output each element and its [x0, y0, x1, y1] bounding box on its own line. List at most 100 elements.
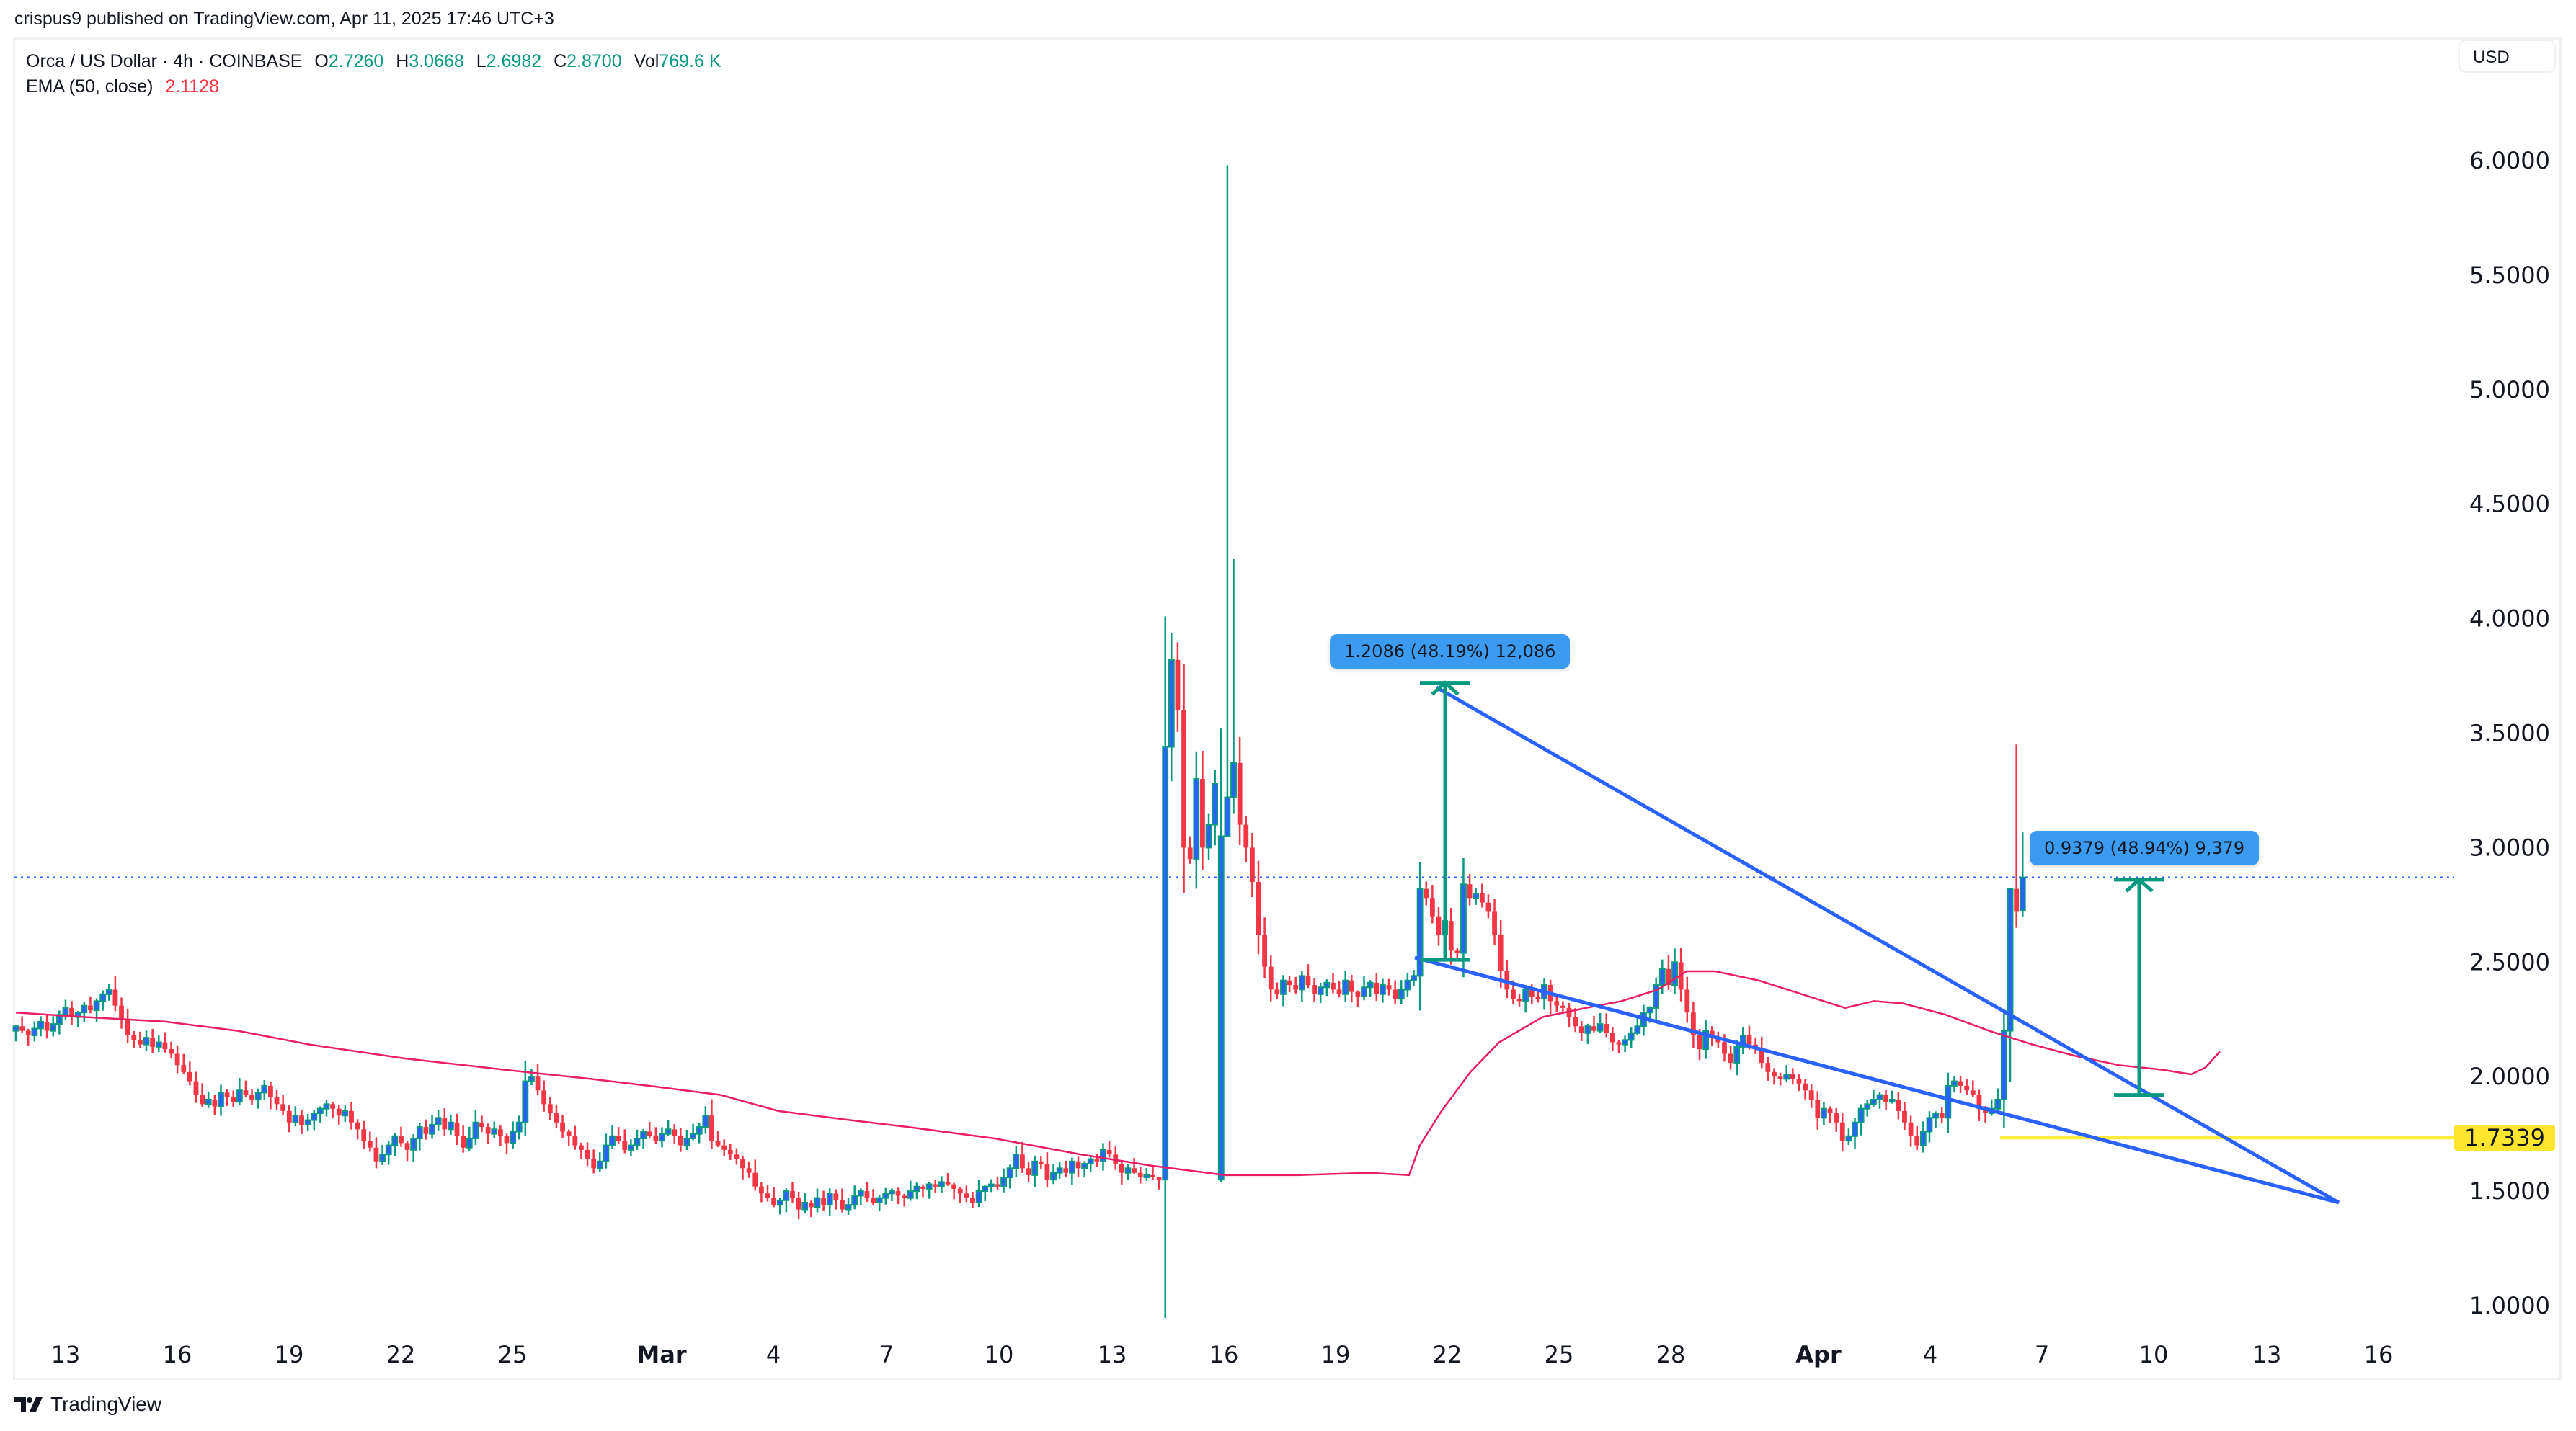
candle-body: [1268, 966, 1274, 990]
candle-body: [1870, 1098, 1877, 1105]
ema-label[interactable]: EMA (50, close): [26, 76, 154, 97]
candle-body: [995, 1184, 1000, 1187]
candle-body: [138, 1040, 143, 1045]
candle-body: [1243, 824, 1249, 848]
candle-body: [627, 1144, 634, 1151]
candle-body: [81, 1004, 88, 1014]
candle-body: [292, 1115, 299, 1123]
candle-body: [1156, 1177, 1162, 1180]
candle-body: [522, 1080, 529, 1123]
candle-body: [1187, 847, 1193, 860]
candle-body: [734, 1154, 740, 1159]
candle-body: [416, 1126, 423, 1140]
candle-body: [1566, 1007, 1572, 1017]
time-axis-label: 19: [275, 1341, 304, 1368]
candle-body: [323, 1103, 330, 1110]
candle-body: [249, 1095, 254, 1100]
candle-body: [1790, 1074, 1795, 1079]
candle-body: [1932, 1113, 1939, 1119]
candle-body: [1983, 1108, 1988, 1114]
price-range-measure[interactable]: [1420, 680, 1470, 962]
candle-body: [1205, 824, 1212, 849]
candle-body: [790, 1191, 795, 1198]
price-axis-label: 4.5000: [2469, 491, 2550, 518]
candle-body: [510, 1131, 517, 1144]
candle-body: [808, 1202, 814, 1208]
candle-body: [889, 1190, 895, 1195]
candle-body: [1951, 1080, 1958, 1087]
candle-body: [2014, 888, 2020, 912]
candle-body: [796, 1198, 801, 1210]
candle-body: [1522, 989, 1529, 1002]
candle-body: [1728, 1053, 1733, 1064]
candle-body: [1249, 847, 1255, 883]
time-axis-label: 22: [1433, 1341, 1462, 1368]
candle-body: [1448, 921, 1454, 951]
candle-body: [442, 1118, 448, 1130]
candle-body: [709, 1115, 714, 1141]
candle-body: [93, 1000, 100, 1012]
measure-label-1[interactable]: 1.2086 (48.19%) 12,086: [1330, 634, 1571, 669]
candle-body: [528, 1076, 535, 1082]
published-info: crispus9 published on TradingView.com, A…: [14, 9, 554, 29]
candle-body: [845, 1204, 852, 1211]
candle-body: [957, 1188, 963, 1194]
candle-body: [1429, 898, 1435, 917]
time-axis-label: 16: [163, 1341, 192, 1368]
candle-body: [404, 1143, 410, 1150]
candle-body: [1653, 984, 1660, 1009]
candle-body: [1777, 1076, 1783, 1079]
candle-body: [1958, 1081, 1963, 1086]
candle-body: [1658, 968, 1666, 986]
candle-body: [1591, 1026, 1596, 1031]
candle-body: [485, 1127, 491, 1134]
tradingview-brand[interactable]: TradingView: [14, 1393, 161, 1416]
candle-body: [1143, 1174, 1150, 1179]
candle-body: [373, 1147, 379, 1162]
candle-body: [69, 1007, 74, 1017]
trendline-lower[interactable]: [1414, 955, 2340, 1205]
candle-body: [410, 1138, 417, 1151]
candle-body: [622, 1141, 628, 1150]
candle-body: [1436, 916, 1442, 935]
candle-body: [1404, 979, 1411, 991]
candle-body: [1839, 1122, 1845, 1141]
measure-label-2[interactable]: 0.9379 (48.94%) 9,379: [2030, 831, 2260, 865]
time-axis-label: 10: [985, 1341, 1014, 1368]
trendline-upper[interactable]: [1435, 685, 2340, 1205]
candle-body: [1230, 762, 1237, 798]
candle-body: [1609, 1033, 1615, 1043]
candle-body: [1821, 1107, 1827, 1119]
candle-body: [1298, 975, 1305, 991]
time-axis-label: 28: [1656, 1341, 1686, 1368]
symbol-title[interactable]: Orca / US Dollar · 4h · COINBASE: [26, 51, 303, 71]
candle-body: [759, 1186, 764, 1194]
candle-body: [1964, 1085, 1970, 1091]
time-axis[interactable]: 13 16 19 22 25 Mar 4 7 10 13 16 19 22 25 28 Apr 4 7 10 13 16: [51, 1341, 2394, 1368]
price-axis-label: 3.5000: [2469, 720, 2550, 747]
candle-body: [882, 1192, 889, 1199]
candle-body: [765, 1193, 770, 1198]
candle-body: [62, 1007, 69, 1016]
candle-body: [1224, 796, 1231, 837]
price-range-measure[interactable]: [2114, 877, 2164, 1097]
currency-button[interactable]: USD: [2459, 40, 2556, 73]
candle-body: [2007, 888, 2014, 1032]
price-axis[interactable]: 6.0000 5.5000 5.0000 4.5000 4.0000 3.5000 3.00…: [2469, 147, 2550, 1319]
candle-body: [821, 1198, 826, 1205]
candle-body: [1976, 1095, 1982, 1109]
time-axis-label: Apr: [1795, 1341, 1842, 1368]
candle-body: [683, 1138, 690, 1146]
candle-body: [162, 1042, 168, 1050]
brand-label: TradingView: [50, 1393, 162, 1415]
candle-body: [1411, 975, 1417, 981]
time-axis-label: 7: [2035, 1341, 2049, 1368]
ema-value: 2.1128: [165, 76, 220, 97]
candle-body: [1031, 1160, 1039, 1176]
candle-body: [951, 1184, 957, 1189]
candle-body: [975, 1190, 982, 1203]
candle-body: [1038, 1161, 1044, 1164]
candle-body: [454, 1122, 460, 1136]
candle-body: [44, 1021, 50, 1031]
